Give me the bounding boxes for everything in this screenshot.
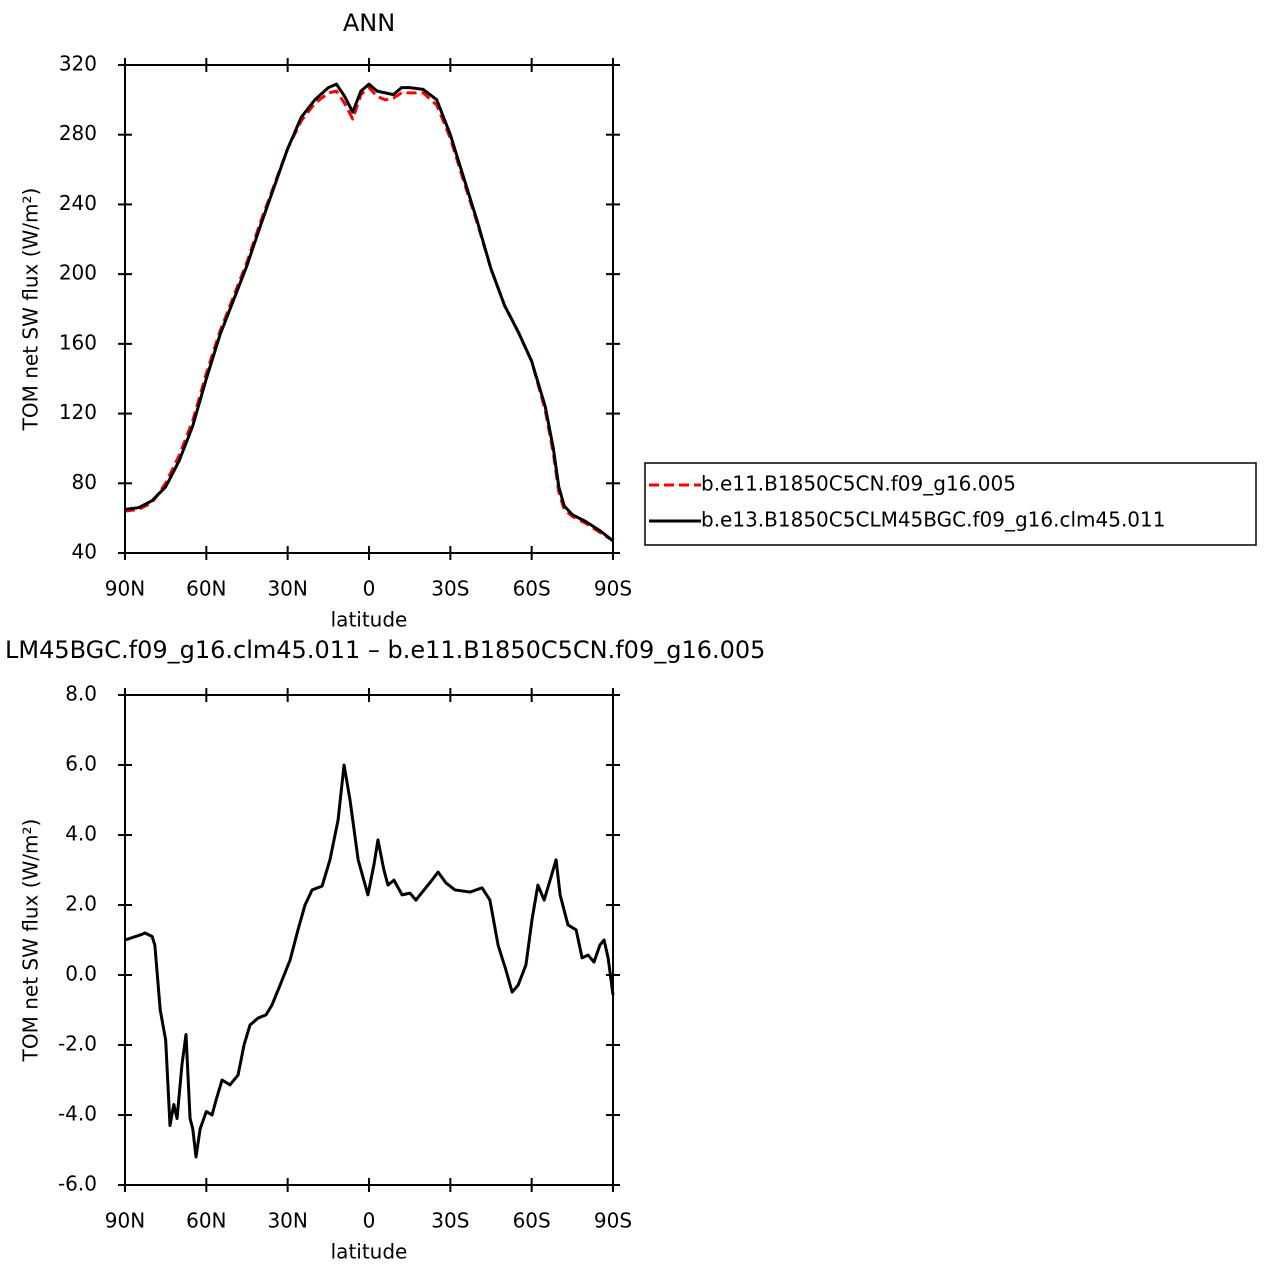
x-tick-label: 30S — [431, 577, 469, 601]
y-tick-label: 4.0 — [65, 822, 97, 846]
y-tick-label: 6.0 — [65, 752, 97, 776]
x-axis-label: latitude — [331, 608, 408, 632]
y-tick-label: 120 — [59, 400, 97, 424]
x-tick-label: 60S — [513, 1209, 551, 1233]
y-tick-label: 200 — [59, 261, 97, 285]
x-tick-label: 90S — [594, 577, 632, 601]
legend-label: b.e13.B1850C5CLM45BGC.f09_g16.clm45.011 — [701, 508, 1165, 532]
y-tick-label: 8.0 — [65, 682, 97, 706]
chart-title: LM45BGC.f09_g16.clm45.011 – b.e11.B1850C… — [5, 636, 765, 664]
x-tick-label: 30N — [267, 577, 307, 601]
data-line — [124, 763, 615, 1159]
y-tick-label: 320 — [59, 52, 97, 76]
y-axis-label: TOM net SW flux (W/m²) — [19, 819, 43, 1063]
x-axis-label: latitude — [331, 1240, 408, 1264]
y-tick-label: -2.0 — [58, 1032, 97, 1056]
legend-box — [644, 462, 1257, 546]
y-tick-label: 80 — [72, 470, 97, 494]
x-tick-label: 60N — [186, 1209, 226, 1233]
x-tick-label: 90N — [105, 577, 145, 601]
x-tick-label: 0 — [363, 577, 376, 601]
x-tick-label: 90S — [594, 1209, 632, 1233]
y-tick-label: 40 — [72, 540, 97, 564]
y-tick-label: 160 — [59, 330, 97, 354]
y-tick-label: 0.0 — [65, 962, 97, 986]
x-tick-label: 60S — [513, 577, 551, 601]
data-line — [124, 86, 614, 543]
y-tick-label: -4.0 — [58, 1102, 97, 1126]
y-tick-label: 280 — [59, 121, 97, 145]
x-tick-label: 0 — [363, 1209, 376, 1233]
legend-label: b.e11.B1850C5CN.f09_g16.005 — [701, 472, 1016, 496]
plot-frame — [124, 694, 614, 1186]
y-tick-label: 240 — [59, 191, 97, 215]
y-tick-label: -6.0 — [58, 1172, 97, 1196]
chart-title: ANN — [343, 9, 395, 37]
data-line — [124, 82, 614, 542]
x-tick-label: 90N — [105, 1209, 145, 1233]
x-tick-label: 30N — [267, 1209, 307, 1233]
x-tick-label: 30S — [431, 1209, 469, 1233]
y-axis-label: TOM net SW flux (W/m²) — [19, 188, 43, 432]
y-tick-label: 2.0 — [65, 892, 97, 916]
plot-frame — [124, 64, 614, 554]
x-tick-label: 60N — [186, 577, 226, 601]
